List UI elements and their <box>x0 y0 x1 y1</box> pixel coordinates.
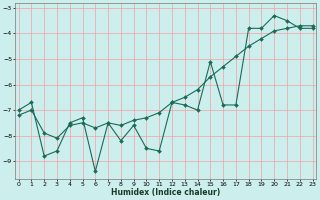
X-axis label: Humidex (Indice chaleur): Humidex (Indice chaleur) <box>111 188 220 197</box>
